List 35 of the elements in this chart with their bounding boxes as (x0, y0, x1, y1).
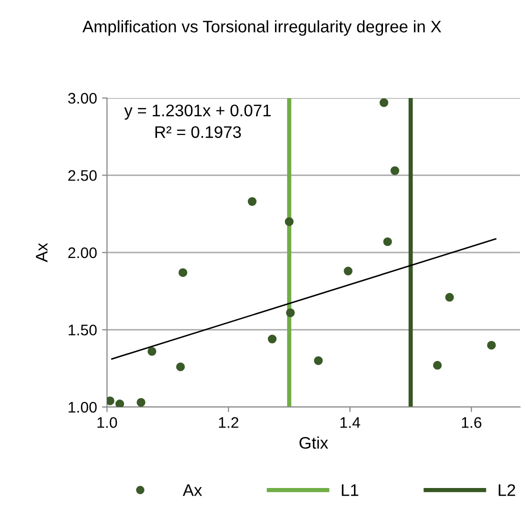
legend-label: L2 (498, 484, 516, 496)
y-tick-label: 3.00 (68, 92, 97, 104)
point (344, 266, 352, 276)
legend-label: L1 (342, 484, 358, 496)
x-tick-label: 1.4 (340, 417, 360, 428)
point (383, 237, 392, 246)
y-tick-label: 1.50 (68, 324, 97, 336)
point (115, 400, 124, 407)
point (148, 347, 156, 356)
point (286, 308, 295, 318)
point (284, 217, 294, 226)
point (176, 362, 185, 372)
point (248, 197, 257, 206)
point (380, 98, 388, 108)
point (314, 356, 323, 366)
annotation: R² = 0.1973 (155, 126, 241, 138)
chart-title: Amplification vs Torsional irregularity degree in X (82, 20, 442, 36)
point (136, 398, 146, 407)
y-tick-label: 2.00 (68, 247, 97, 258)
y-tick-label: 2.50 (68, 170, 97, 181)
point (107, 396, 114, 406)
annotation: y = 1.2301x + 0.071 (124, 104, 271, 120)
x-tick-label: 1.2 (219, 417, 238, 428)
legend-label: Ax (182, 484, 202, 496)
y-axis-title: Ax (36, 242, 48, 262)
x-tick-label: 1.6 (462, 417, 482, 428)
point (433, 360, 442, 370)
x-tick-label: 1.0 (98, 417, 118, 428)
point (390, 166, 400, 175)
point (445, 292, 454, 302)
x-axis-title: Gtix (300, 436, 328, 449)
point (268, 334, 277, 344)
point (178, 268, 188, 277)
point (487, 340, 496, 350)
y-tick-label: 1.00 (68, 402, 97, 413)
